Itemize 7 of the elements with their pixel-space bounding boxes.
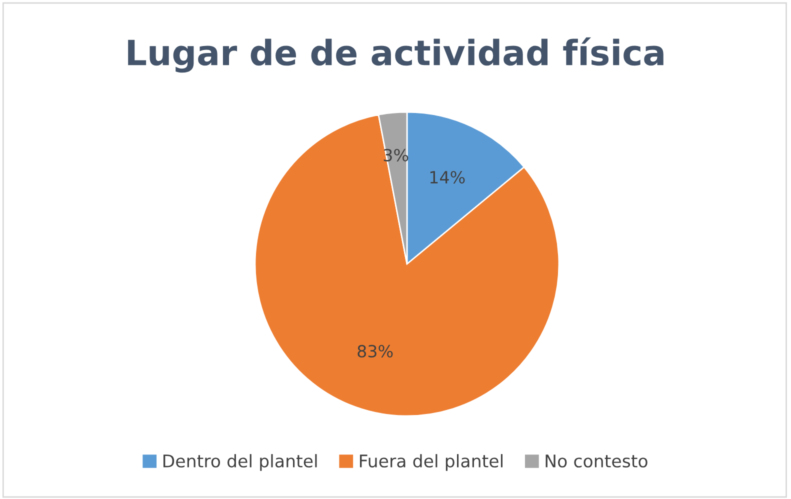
legend-label: No contesto [546,454,648,468]
data-label: 14% [430,170,465,184]
chart-title: Lugar de de actividad física [128,37,664,73]
data-label: 83% [358,344,393,358]
pie-slice [254,114,560,417]
legend-label: Fuera del plantel [360,454,503,471]
legend-label: Dentro del plantel [163,454,317,471]
